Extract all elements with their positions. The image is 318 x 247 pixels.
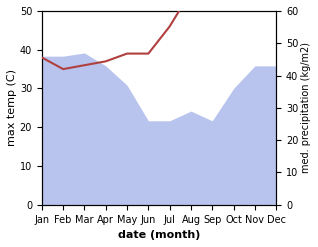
- X-axis label: date (month): date (month): [118, 230, 200, 240]
- Y-axis label: med. precipitation (kg/m2): med. precipitation (kg/m2): [301, 42, 311, 173]
- Y-axis label: max temp (C): max temp (C): [7, 69, 17, 146]
